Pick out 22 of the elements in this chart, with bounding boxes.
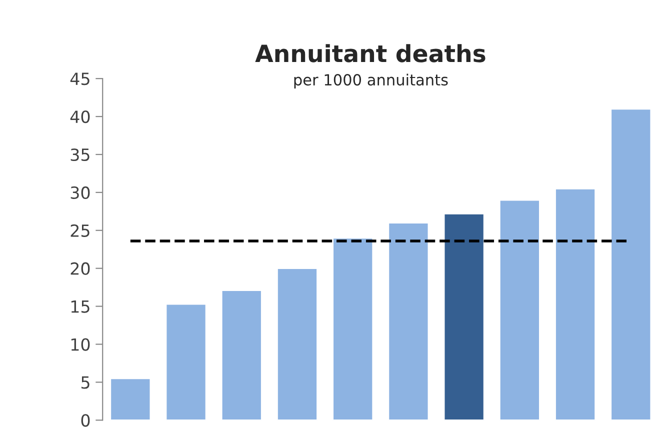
y-tick-label: 10 <box>71 338 90 351</box>
y-tick-label: 25 <box>70 224 90 237</box>
bar <box>332 237 374 420</box>
y-tick-label: 5 <box>81 376 90 389</box>
y-tick-label: 30 <box>70 186 90 200</box>
y-tick-label: 15 <box>71 300 90 313</box>
chart-title: Annuitant deaths <box>255 44 486 62</box>
bar <box>443 212 485 420</box>
y-tick-label: 40 <box>70 110 90 124</box>
y-tick-label: 45 <box>70 72 90 86</box>
chart-subtitle: per 1000 annuitants <box>294 74 448 89</box>
bar <box>110 378 152 420</box>
bar <box>498 199 540 420</box>
bar <box>554 188 596 420</box>
y-tick-label: 20 <box>70 262 90 275</box>
bar <box>220 290 262 420</box>
y-tick-label: 35 <box>70 148 90 162</box>
bar <box>276 268 318 420</box>
bar <box>165 303 207 420</box>
y-tick-label: 0 <box>81 414 90 427</box>
bar <box>610 108 652 420</box>
bar <box>388 222 430 420</box>
